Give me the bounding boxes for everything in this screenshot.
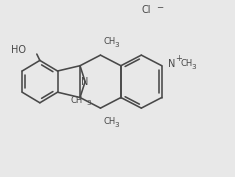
Text: +: +	[175, 54, 182, 63]
Text: CH: CH	[104, 117, 116, 126]
Text: −: −	[156, 2, 164, 11]
Text: CH: CH	[180, 59, 192, 68]
Text: 3: 3	[115, 122, 119, 128]
Text: CH: CH	[104, 37, 116, 46]
Text: 3: 3	[115, 42, 119, 47]
Text: 3: 3	[191, 64, 196, 70]
Text: N: N	[168, 59, 175, 69]
Text: CH: CH	[71, 96, 83, 105]
Text: 3: 3	[86, 100, 91, 106]
Text: HO: HO	[11, 45, 26, 55]
Text: N: N	[82, 77, 89, 87]
Text: Cl: Cl	[141, 5, 151, 15]
